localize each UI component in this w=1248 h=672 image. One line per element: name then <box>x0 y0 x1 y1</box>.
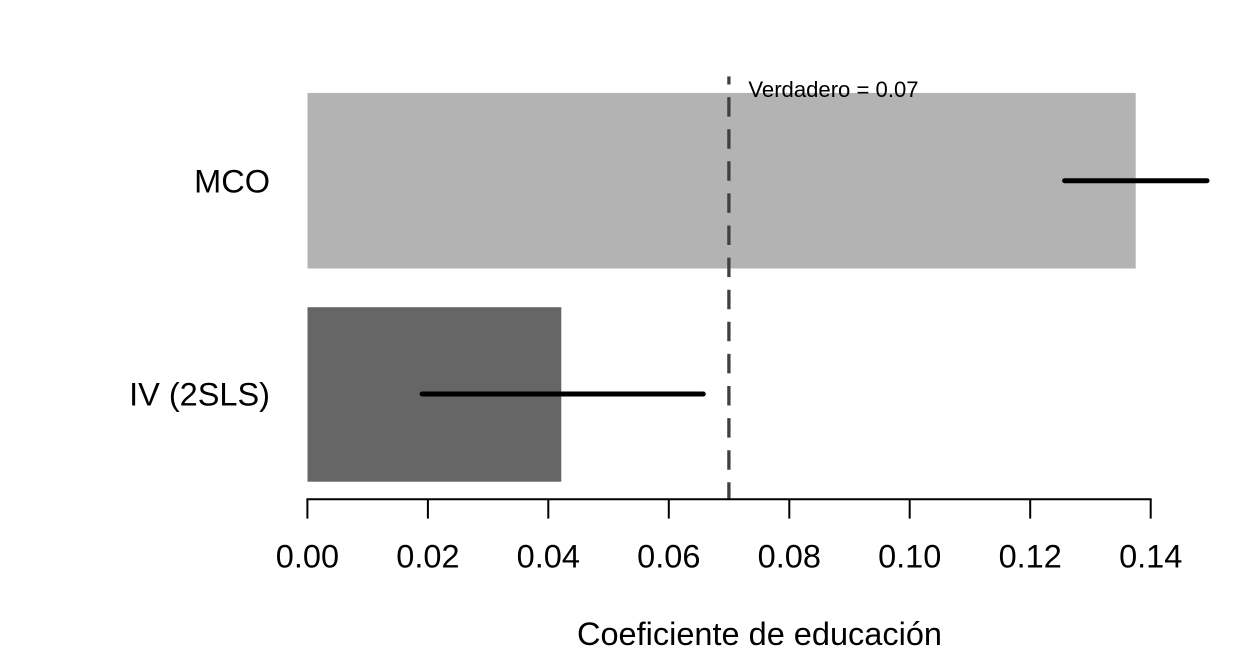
svg-text:Coeficiente de educación: Coeficiente de educación <box>577 616 942 652</box>
svg-text:Verdadero = 0.07: Verdadero = 0.07 <box>748 77 918 102</box>
svg-text:0.02: 0.02 <box>396 539 459 575</box>
svg-text:0.06: 0.06 <box>637 539 700 575</box>
svg-text:0.14: 0.14 <box>1119 539 1182 575</box>
svg-text:0.12: 0.12 <box>999 539 1062 575</box>
svg-text:0.00: 0.00 <box>276 539 339 575</box>
svg-text:MCO: MCO <box>194 164 270 200</box>
svg-text:0.04: 0.04 <box>517 539 580 575</box>
svg-text:0.10: 0.10 <box>878 539 941 575</box>
svg-text:IV (2SLS): IV (2SLS) <box>129 377 270 413</box>
svg-text:0.08: 0.08 <box>758 539 821 575</box>
